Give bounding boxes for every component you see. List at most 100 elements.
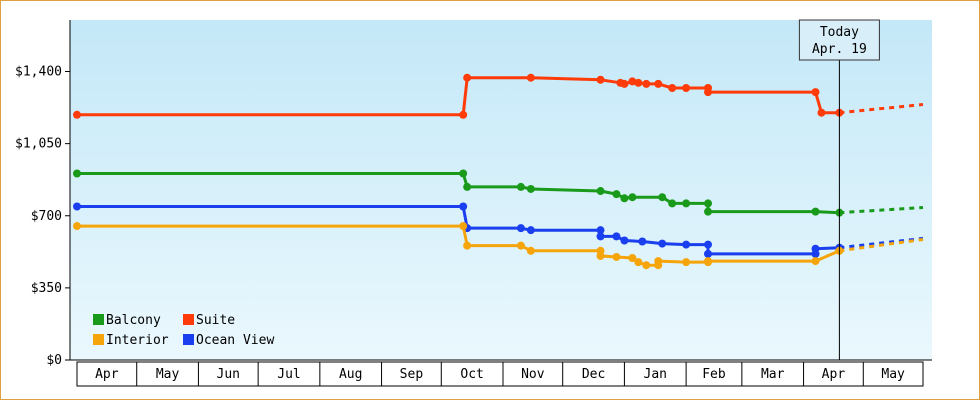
x-tick-label: May — [881, 367, 905, 382]
data-point[interactable] — [73, 110, 81, 119]
y-tick-label: $350 — [31, 281, 62, 296]
data-point[interactable] — [73, 169, 81, 178]
data-point[interactable] — [634, 258, 643, 267]
data-point[interactable] — [628, 254, 637, 262]
data-point[interactable] — [596, 226, 605, 235]
data-point[interactable] — [658, 239, 667, 248]
data-point[interactable] — [620, 236, 629, 245]
data-point[interactable] — [526, 184, 535, 193]
month-strip — [76, 361, 924, 387]
data-point[interactable] — [596, 251, 605, 260]
data-point[interactable] — [620, 194, 629, 203]
x-tick-label: Sep — [400, 367, 424, 382]
today-title: Today — [820, 25, 859, 40]
data-point[interactable] — [811, 257, 820, 266]
data-point[interactable] — [642, 79, 651, 88]
x-axis: Apr May Jun Jul Aug Sep Oct Nov Dec Jan Feb Mar Apr M… — [76, 361, 924, 387]
x-tick-label: Apr — [95, 367, 119, 382]
legend-label: Ocean View — [196, 333, 274, 348]
data-point[interactable] — [628, 193, 637, 202]
x-tick-label: Apr — [822, 367, 846, 382]
data-point[interactable] — [704, 249, 713, 258]
x-tick-label: Jan — [644, 367, 667, 382]
data-point[interactable] — [658, 193, 667, 202]
data-point[interactable] — [459, 110, 468, 119]
x-tick-label: Nov — [521, 367, 545, 382]
data-point[interactable] — [634, 78, 643, 87]
data-point[interactable] — [526, 226, 535, 235]
data-point[interactable] — [596, 75, 605, 84]
data-point[interactable] — [526, 246, 535, 255]
data-point[interactable] — [628, 77, 637, 86]
data-point[interactable] — [704, 257, 713, 266]
x-tick-label: Oct — [460, 367, 483, 382]
x-tick-label: Feb — [702, 367, 726, 382]
data-point[interactable] — [526, 73, 535, 82]
data-point[interactable] — [654, 79, 663, 88]
data-point[interactable] — [704, 199, 713, 208]
data-point[interactable] — [463, 241, 472, 250]
data-point[interactable] — [668, 84, 677, 92]
data-point[interactable] — [682, 199, 691, 208]
legend-swatch — [93, 334, 104, 345]
forecast-line — [839, 237, 924, 253]
legend: Balcony Suite Interior Ocean View — [93, 313, 274, 348]
plot-area — [70, 20, 932, 360]
forecast-line — [839, 102, 924, 115]
y-tick-label: $0 — [46, 353, 62, 368]
series-interior — [73, 222, 924, 270]
x-tick-label: Mar — [761, 367, 785, 382]
data-point[interactable] — [612, 232, 621, 241]
data-point[interactable] — [682, 258, 691, 267]
today-marker: Today Apr. 19 — [798, 19, 880, 360]
data-point[interactable] — [73, 202, 81, 211]
data-point[interactable] — [811, 244, 820, 253]
data-point[interactable] — [620, 79, 629, 88]
today-date: Apr. 19 — [812, 42, 867, 57]
series-balcony — [73, 169, 924, 217]
data-point[interactable] — [612, 252, 621, 261]
legend-label: Interior — [106, 333, 169, 348]
y-axis: $0 $350 $700 $1,050 $1,400 — [15, 65, 70, 368]
data-point[interactable] — [811, 207, 820, 216]
data-point[interactable] — [459, 169, 468, 178]
data-point[interactable] — [516, 241, 525, 250]
legend-swatch — [93, 314, 104, 325]
data-point[interactable] — [459, 222, 468, 231]
data-point[interactable] — [596, 232, 605, 241]
x-tick-label: Aug — [339, 367, 362, 382]
y-tick-label: $1,050 — [15, 137, 62, 152]
y-tick-label: $1,400 — [15, 65, 62, 80]
data-point[interactable] — [682, 84, 691, 92]
legend-swatch — [183, 334, 194, 345]
data-point[interactable] — [817, 108, 826, 117]
data-point[interactable] — [516, 224, 525, 233]
data-point[interactable] — [811, 88, 820, 97]
series-line — [77, 172, 840, 215]
data-point[interactable] — [463, 182, 472, 191]
data-point[interactable] — [516, 182, 525, 191]
legend-swatch — [183, 314, 194, 325]
data-point[interactable] — [704, 88, 713, 97]
data-point[interactable] — [642, 261, 651, 270]
data-point[interactable] — [704, 240, 713, 249]
x-tick-label: Jul — [277, 367, 300, 382]
data-point[interactable] — [463, 73, 472, 82]
x-tick-label: Dec — [582, 367, 605, 382]
forecast-line — [839, 206, 924, 215]
data-point[interactable] — [459, 202, 468, 211]
data-point[interactable] — [596, 187, 605, 196]
today-box — [798, 19, 880, 61]
y-tick-label: $700 — [31, 209, 62, 224]
data-point[interactable] — [638, 237, 647, 246]
x-tick-label: May — [156, 367, 180, 382]
data-point[interactable] — [654, 257, 663, 266]
legend-label: Balcony — [106, 313, 161, 328]
data-point[interactable] — [73, 222, 81, 231]
data-point[interactable] — [612, 190, 621, 199]
data-point[interactable] — [682, 240, 691, 249]
x-tick-label: Jun — [217, 367, 240, 382]
data-point[interactable] — [704, 207, 713, 216]
legend-label: Suite — [196, 313, 235, 328]
data-point[interactable] — [668, 199, 677, 208]
